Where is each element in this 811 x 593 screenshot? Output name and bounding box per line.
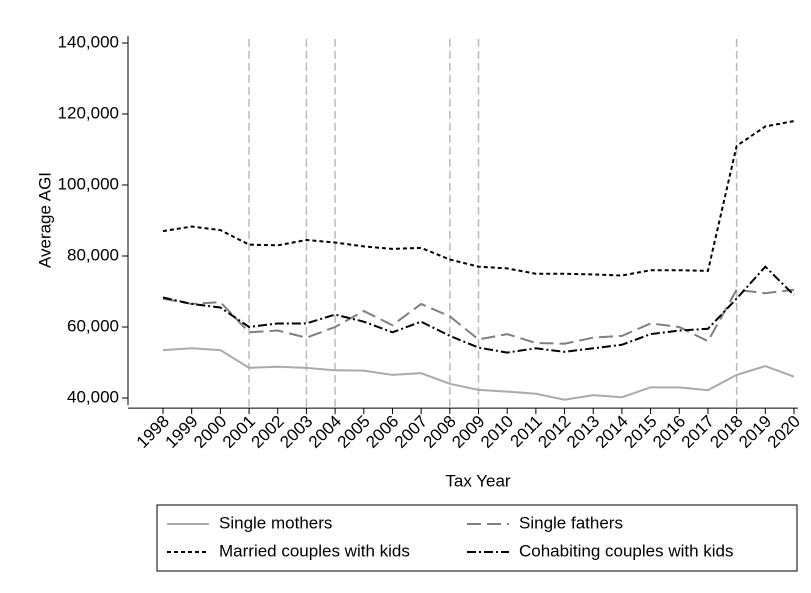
data-line xyxy=(162,288,795,345)
y-tick-label: 40,000 xyxy=(67,387,119,406)
y-tick-label: 80,000 xyxy=(67,245,119,264)
y-tick-label: 100,000 xyxy=(58,174,119,193)
x-axis-label: Tax Year xyxy=(445,471,511,490)
x-tick-label: 2020 xyxy=(764,412,804,452)
y-axis-label: Average AGI xyxy=(35,172,54,268)
legend-label: Married couples with kids xyxy=(219,541,410,560)
data-line xyxy=(162,347,795,401)
y-tick-label: 120,000 xyxy=(58,103,119,122)
legend-label: Cohabiting couples with kids xyxy=(519,541,734,560)
y-tick-label: 60,000 xyxy=(67,316,119,335)
y-tick-label: 140,000 xyxy=(58,32,119,51)
data-line xyxy=(162,265,795,354)
data-line xyxy=(162,120,795,277)
legend-label: Single mothers xyxy=(219,513,332,532)
legend-label: Single fathers xyxy=(519,513,623,532)
legend-box xyxy=(156,504,798,572)
